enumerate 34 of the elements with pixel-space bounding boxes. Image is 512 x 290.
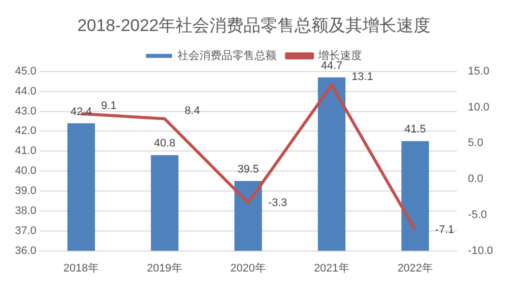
- x-tick-label: 2021年: [314, 262, 350, 274]
- x-tick-label: 2019年: [146, 262, 182, 274]
- data-label: 41.5: [404, 124, 426, 136]
- x-tick-label: 2022年: [397, 262, 433, 274]
- y-tick-label: 44.0: [14, 85, 36, 98]
- data-label: 42.4: [70, 106, 92, 118]
- y-tick-label: 41.0: [14, 145, 36, 158]
- data-label: 44.7: [320, 60, 342, 72]
- y2-tick-label: 10.0: [468, 101, 490, 114]
- y2-tick-label: 15.0: [468, 65, 490, 78]
- legend-label: 社会消费品零售总额: [178, 48, 276, 62]
- y-tick-label: 42.0: [14, 125, 36, 138]
- chart-title: 2018-2022年社会消费品零售总额及其增长速度: [77, 16, 431, 35]
- x-tick-label: 2018年: [63, 262, 99, 274]
- legend-label: 增长速度: [317, 48, 362, 62]
- y-tick-label: 40.0: [14, 165, 36, 178]
- y2-tick-label: -10.0: [468, 244, 494, 257]
- data-label: 8.4: [184, 104, 200, 117]
- y2-tick-label: 0.0: [468, 173, 484, 186]
- x-tick-label: 2020年: [230, 262, 266, 274]
- y-tick-label: 37.0: [14, 224, 36, 237]
- data-label: -7.1: [435, 224, 454, 236]
- data-label: 40.8: [154, 138, 176, 150]
- data-label: -3.3: [268, 196, 288, 209]
- y-tick-label: 38.0: [14, 204, 36, 217]
- data-label: 13.1: [352, 71, 374, 84]
- y-tick-label: 43.0: [14, 105, 36, 118]
- data-label: 9.1: [101, 100, 116, 112]
- y-tick-label: 39.0: [14, 185, 36, 198]
- y2-tick-label: 5.0: [468, 137, 484, 150]
- y-tick-label: 45.0: [14, 65, 36, 78]
- data-label: 39.5: [237, 164, 259, 176]
- y2-tick-label: -5.0: [468, 208, 487, 221]
- y-tick-label: 36.0: [14, 244, 36, 257]
